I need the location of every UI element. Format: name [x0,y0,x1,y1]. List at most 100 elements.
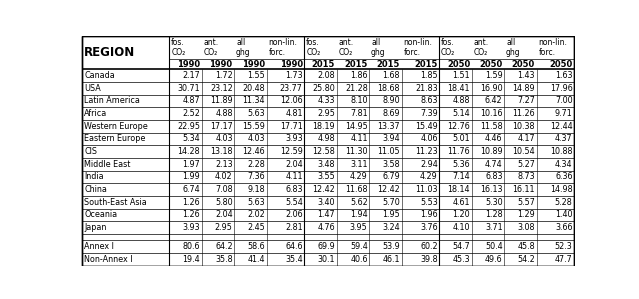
Text: 14.95: 14.95 [345,122,367,131]
Text: 1.63: 1.63 [555,71,573,80]
Text: 10.89: 10.89 [480,147,503,156]
Text: 19.4: 19.4 [183,255,200,264]
Text: 2015: 2015 [377,60,400,69]
Text: 5.36: 5.36 [452,160,470,169]
Text: 47.7: 47.7 [555,255,573,264]
Text: fos.
CO₂: fos. CO₂ [171,38,185,57]
Text: 18.68: 18.68 [378,84,400,93]
Text: 21.28: 21.28 [345,84,367,93]
Text: 1.73: 1.73 [285,71,303,80]
Text: 1.43: 1.43 [518,71,535,80]
Text: 4.02: 4.02 [215,173,233,181]
Text: Oceania: Oceania [84,210,118,219]
Text: 5.70: 5.70 [382,198,400,207]
Text: 4.61: 4.61 [452,198,470,207]
Text: 3.94: 3.94 [383,135,400,144]
Text: 54.2: 54.2 [518,255,535,264]
Text: 12.46: 12.46 [243,147,265,156]
Text: Eastern Europe: Eastern Europe [84,135,146,144]
Text: 4.46: 4.46 [485,135,503,144]
Text: 2.95: 2.95 [318,109,335,118]
Text: 4.33: 4.33 [318,97,335,106]
Text: ant.
CO₂: ant. CO₂ [473,38,489,57]
Text: 25.80: 25.80 [312,84,335,93]
Text: 7.14: 7.14 [452,173,470,181]
Text: non-lin.
forc.: non-lin. forc. [404,38,433,57]
Text: all
ghg: all ghg [506,38,521,57]
Text: 39.8: 39.8 [420,255,438,264]
Text: 4.06: 4.06 [420,135,438,144]
Text: 46.1: 46.1 [383,255,400,264]
Text: 3.24: 3.24 [383,223,400,232]
Text: 12.59: 12.59 [280,147,303,156]
Text: 7.36: 7.36 [247,173,265,181]
Text: 6.74: 6.74 [183,185,200,194]
Text: 3.58: 3.58 [383,160,400,169]
Text: 5.62: 5.62 [350,198,367,207]
Text: 59.4: 59.4 [350,242,367,251]
Text: USA: USA [84,84,101,93]
Text: Japan: Japan [84,223,107,232]
Text: all
ghg: all ghg [236,38,250,57]
Text: 6.42: 6.42 [485,97,503,106]
Text: 45.3: 45.3 [452,255,470,264]
Text: 5.28: 5.28 [555,198,573,207]
Text: 4.29: 4.29 [350,173,367,181]
Text: ant.
CO₂: ant. CO₂ [204,38,219,57]
Text: 11.03: 11.03 [415,185,438,194]
Text: 18.41: 18.41 [448,84,470,93]
Text: 2015: 2015 [414,60,438,69]
Text: 9.71: 9.71 [555,109,573,118]
Text: 8.10: 8.10 [350,97,367,106]
Text: 4.11: 4.11 [285,173,303,181]
Text: ant.
CO₂: ant. CO₂ [339,38,354,57]
Text: 80.6: 80.6 [183,242,200,251]
Text: 2015: 2015 [312,60,335,69]
Text: 1.20: 1.20 [452,210,470,219]
Text: 3.48: 3.48 [318,160,335,169]
Text: 1.85: 1.85 [420,71,438,80]
Text: 1990: 1990 [177,60,200,69]
Text: 3.93: 3.93 [285,135,303,144]
Text: 52.3: 52.3 [555,242,573,251]
Text: 11.05: 11.05 [378,147,400,156]
Text: 3.76: 3.76 [420,223,438,232]
Text: 4.34: 4.34 [555,160,573,169]
Text: 1.59: 1.59 [485,71,503,80]
Text: 8.69: 8.69 [383,109,400,118]
Text: 41.4: 41.4 [248,255,265,264]
Text: 1.68: 1.68 [383,71,400,80]
Text: 7.00: 7.00 [555,97,573,106]
Text: 13.18: 13.18 [210,147,233,156]
Text: 2.13: 2.13 [215,160,233,169]
Text: non-lin.
forc.: non-lin. forc. [539,38,567,57]
Text: 2.45: 2.45 [247,223,265,232]
Text: 4.74: 4.74 [485,160,503,169]
Text: 14.89: 14.89 [512,84,535,93]
Text: 3.11: 3.11 [350,160,367,169]
Text: 54.7: 54.7 [452,242,470,251]
Text: 6.83: 6.83 [285,185,303,194]
Text: 4.81: 4.81 [285,109,303,118]
Text: 1990: 1990 [242,60,265,69]
Text: Middle East: Middle East [84,160,131,169]
Text: 5.63: 5.63 [247,109,265,118]
Text: 2015: 2015 [344,60,367,69]
Text: 12.42: 12.42 [378,185,400,194]
Text: 3.55: 3.55 [318,173,335,181]
Text: China: China [84,185,107,194]
Text: 64.6: 64.6 [285,242,303,251]
Text: 7.08: 7.08 [215,185,233,194]
Text: 11.26: 11.26 [512,109,535,118]
Text: 1.26: 1.26 [183,198,200,207]
Text: 69.9: 69.9 [318,242,335,251]
Text: 49.6: 49.6 [485,255,503,264]
Text: 4.03: 4.03 [248,135,265,144]
Text: 12.42: 12.42 [312,185,335,194]
Text: 4.87: 4.87 [183,97,200,106]
Text: 1.99: 1.99 [182,173,200,181]
Text: 23.12: 23.12 [210,84,233,93]
Text: 1.94: 1.94 [350,210,367,219]
Text: 4.03: 4.03 [215,135,233,144]
Text: 10.16: 10.16 [480,109,503,118]
